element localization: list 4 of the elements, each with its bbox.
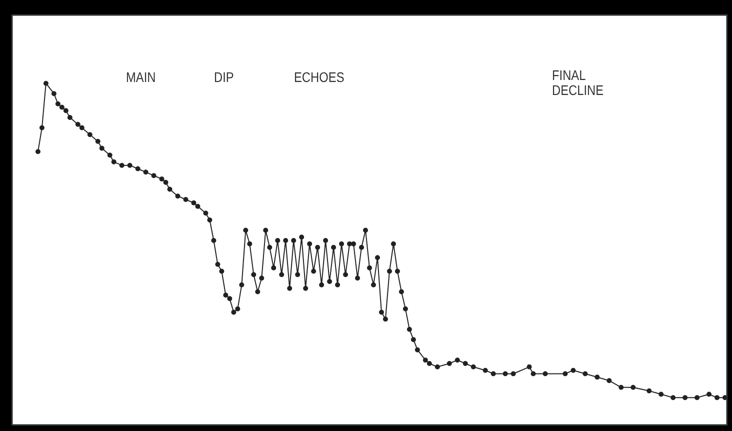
annotation: ECHOES xyxy=(294,69,346,85)
annotation: DIP xyxy=(214,69,235,85)
annotation: MAIN xyxy=(126,69,157,85)
annotation: FINAL DECLINE xyxy=(552,67,605,98)
